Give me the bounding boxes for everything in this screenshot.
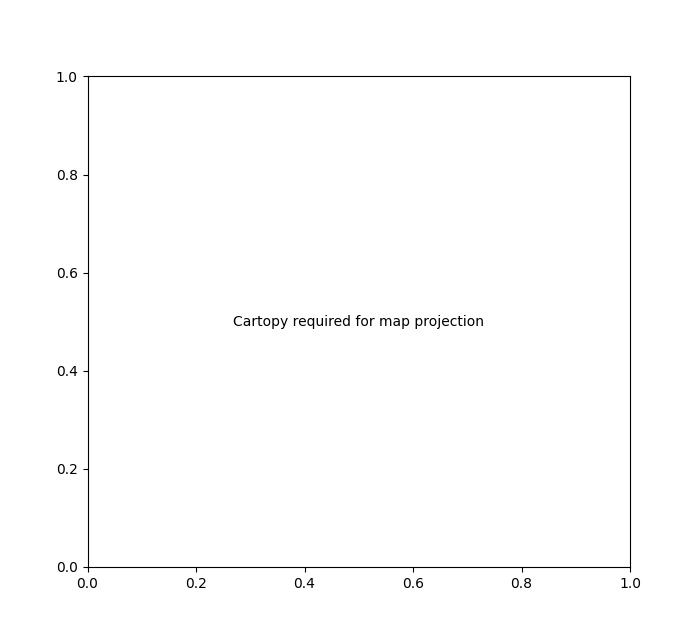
Text: Cartopy required for map projection: Cartopy required for map projection [233,315,484,329]
